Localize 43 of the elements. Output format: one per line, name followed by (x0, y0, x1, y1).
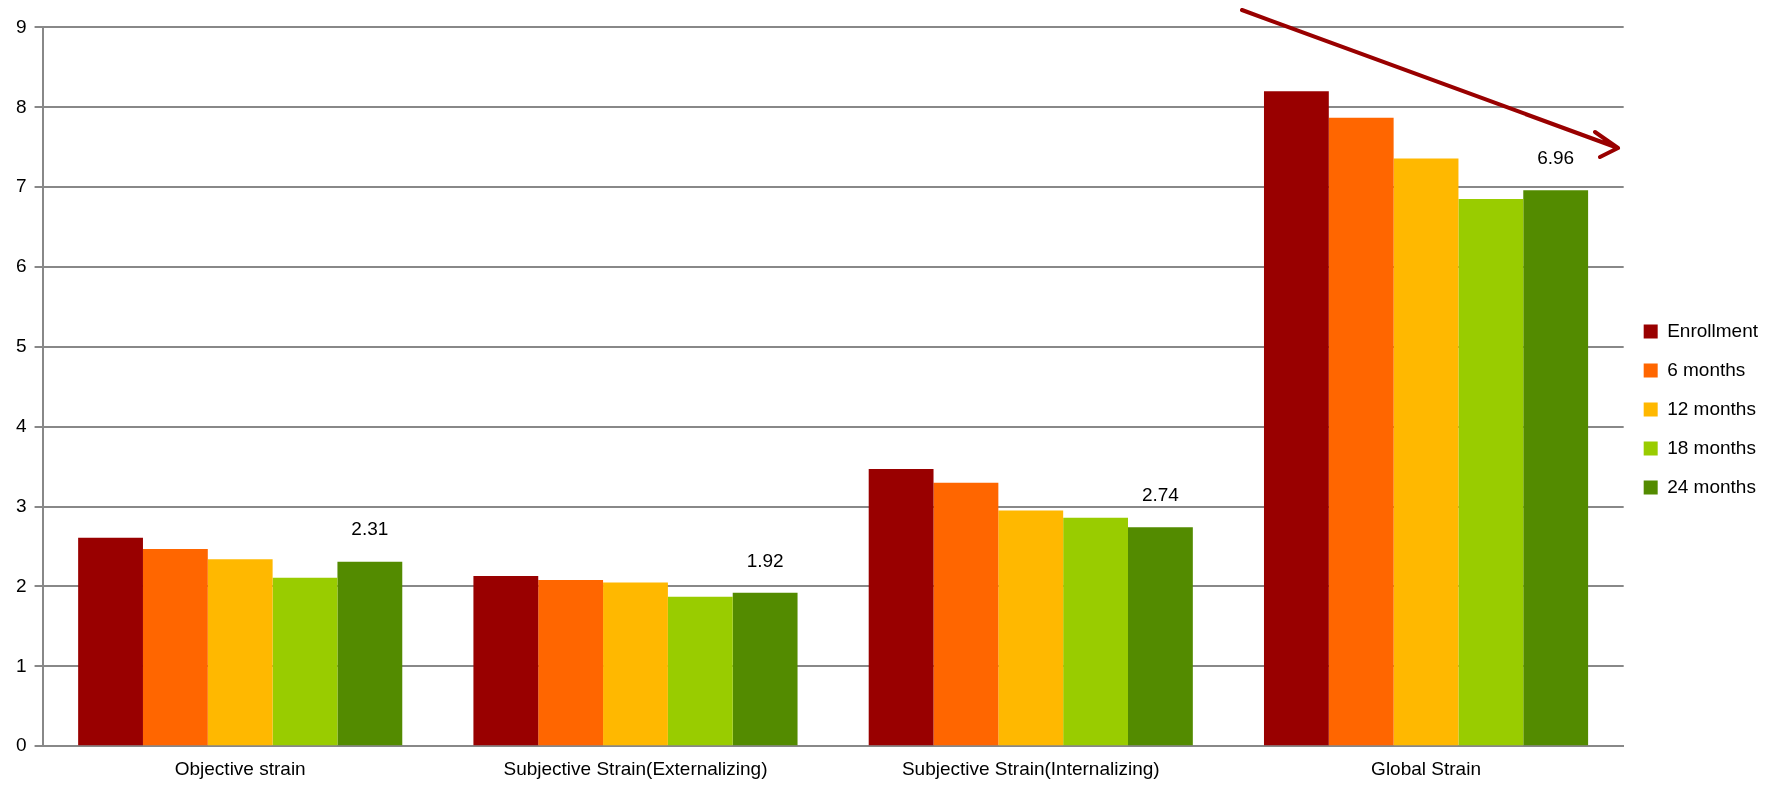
bar (337, 561, 403, 746)
data-label: 2.31 (351, 518, 389, 540)
bar (272, 577, 338, 746)
bar (1128, 527, 1193, 746)
data-label: 6.96 (1537, 147, 1575, 169)
bar (1263, 91, 1329, 746)
y-tick-label: 7 (15, 175, 27, 197)
bar (933, 482, 999, 746)
bar (1523, 190, 1589, 746)
x-tick-label: Global Strain (1371, 757, 1481, 779)
y-tick-label: 4 (15, 414, 27, 436)
y-tick-label: 2 (15, 574, 27, 596)
x-tick-label: Objective strain (174, 757, 306, 779)
legend-label: 24 months (1667, 475, 1756, 497)
y-tick-label: 5 (15, 335, 27, 357)
x-tick-label: Subjective Strain(Externalizing) (503, 757, 768, 779)
bar (1458, 199, 1524, 746)
bar (868, 469, 934, 746)
legend-label: Enrollment (1667, 319, 1759, 341)
y-tick-label: 0 (15, 734, 27, 756)
bar (998, 510, 1064, 746)
legend-label: 18 months (1667, 436, 1756, 458)
bar (1063, 517, 1128, 746)
bar (207, 559, 273, 746)
x-tick-label: Subjective Strain(Internalizing) (901, 757, 1160, 779)
y-tick-label: 6 (15, 255, 27, 277)
legend-label: 12 months (1667, 397, 1756, 419)
bar (732, 592, 798, 746)
bar (603, 582, 668, 746)
y-tick-label: 9 (15, 15, 27, 37)
bar (538, 580, 604, 746)
y-tick-label: 1 (15, 654, 27, 676)
bar (1328, 117, 1394, 746)
bar (1393, 158, 1459, 746)
y-tick-label: 8 (15, 95, 27, 117)
bar (473, 576, 539, 746)
bar (667, 596, 733, 746)
bar (142, 548, 208, 746)
legend-label: 6 months (1667, 358, 1746, 380)
data-label: 2.74 (1141, 484, 1180, 506)
y-tick-label: 3 (15, 494, 27, 516)
data-label: 1.92 (746, 549, 784, 571)
bar (78, 537, 143, 746)
